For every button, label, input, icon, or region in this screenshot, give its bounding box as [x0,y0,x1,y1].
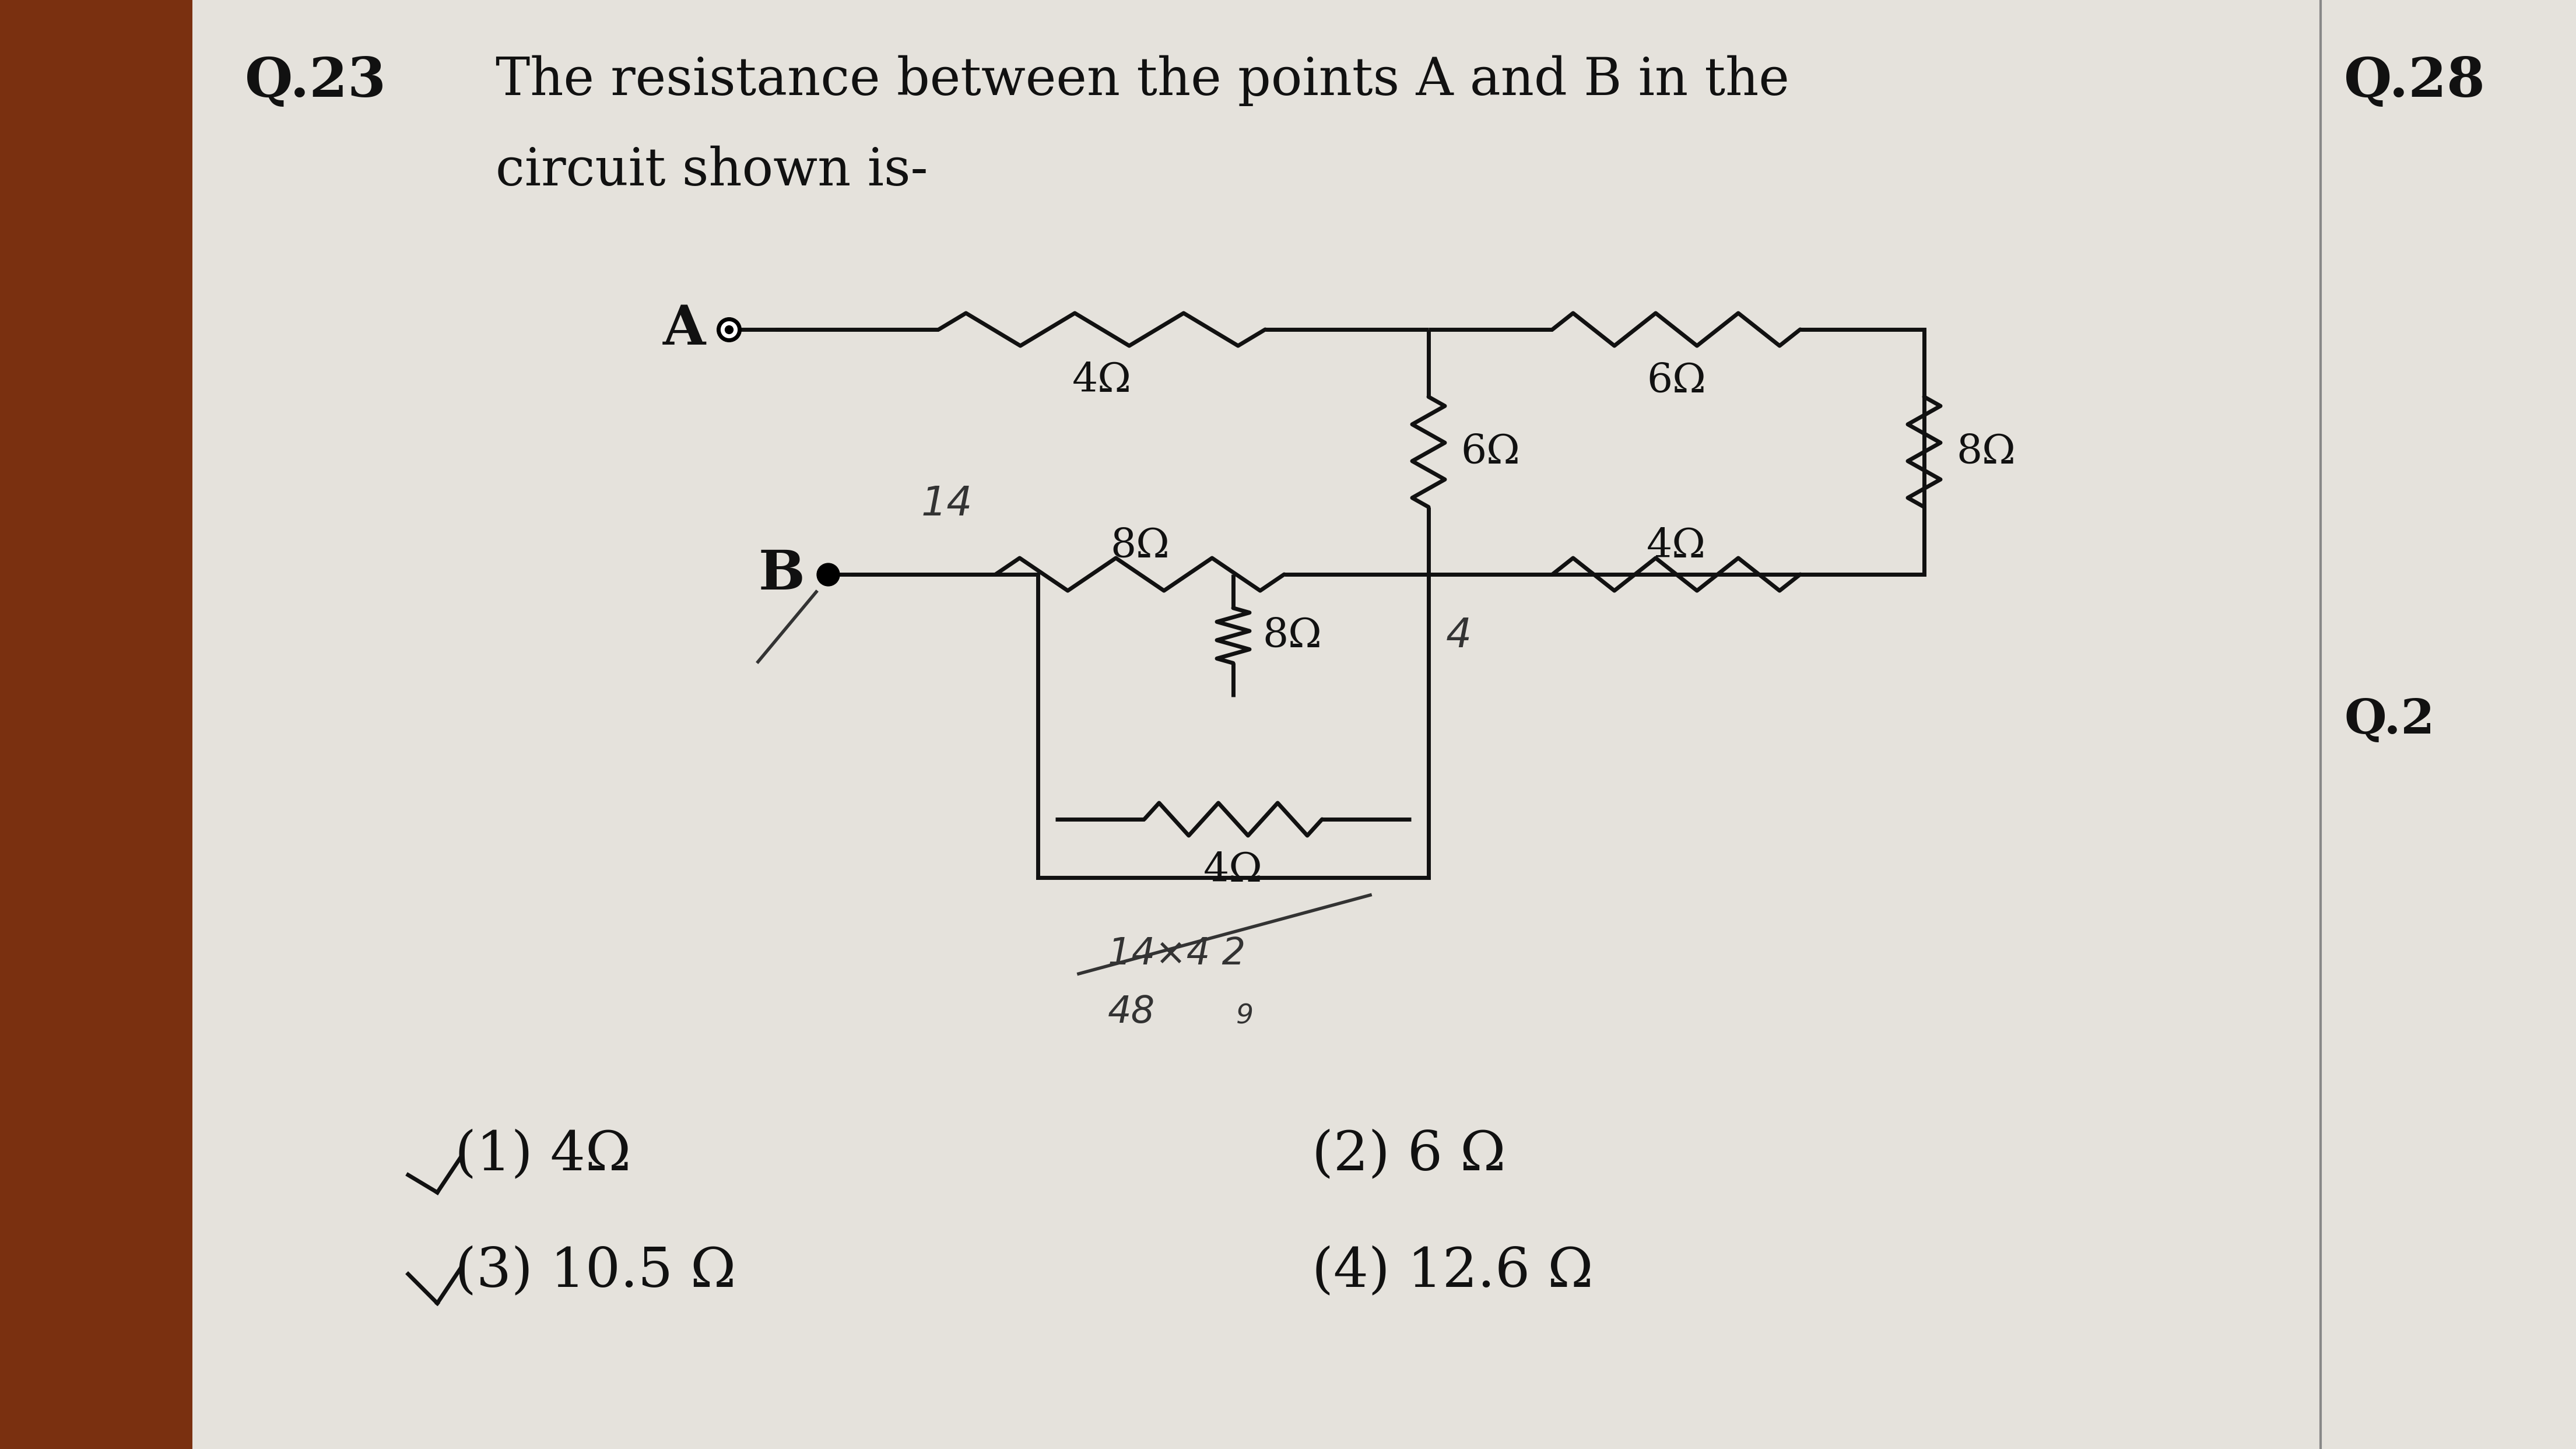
Text: Q.23: Q.23 [245,55,386,107]
Text: Q.28: Q.28 [2344,55,2486,107]
FancyBboxPatch shape [185,0,2576,1449]
Text: 8Ω: 8Ω [1955,433,2014,471]
Text: (4) 12.6 Ω: (4) 12.6 Ω [1311,1245,1592,1297]
Text: 4: 4 [1445,616,1471,655]
Text: B: B [757,548,804,600]
Text: Q.2: Q.2 [2344,697,2434,743]
Text: The resistance between the points A and B in the: The resistance between the points A and … [495,55,1790,106]
Text: 4Ω: 4Ω [1646,527,1705,565]
Text: (2) 6 Ω: (2) 6 Ω [1311,1129,1507,1181]
Text: (1) 4Ω: (1) 4Ω [456,1129,631,1181]
Text: A: A [662,303,706,355]
Text: 48: 48 [1108,994,1154,1030]
Text: 4Ω: 4Ω [1072,361,1131,400]
FancyBboxPatch shape [0,0,193,1449]
Text: 8Ω: 8Ω [1110,527,1170,565]
Text: 9: 9 [1236,1003,1255,1029]
Text: (3) 10.5 Ω: (3) 10.5 Ω [456,1245,737,1297]
Text: 6Ω: 6Ω [1461,433,1520,471]
Text: 4Ω: 4Ω [1203,852,1262,890]
Text: 6Ω: 6Ω [1646,361,1705,400]
Text: 14: 14 [922,485,974,525]
Text: circuit shown is-: circuit shown is- [495,146,927,197]
Text: 14×4 2: 14×4 2 [1108,936,1247,972]
Text: 8Ω: 8Ω [1262,616,1321,655]
